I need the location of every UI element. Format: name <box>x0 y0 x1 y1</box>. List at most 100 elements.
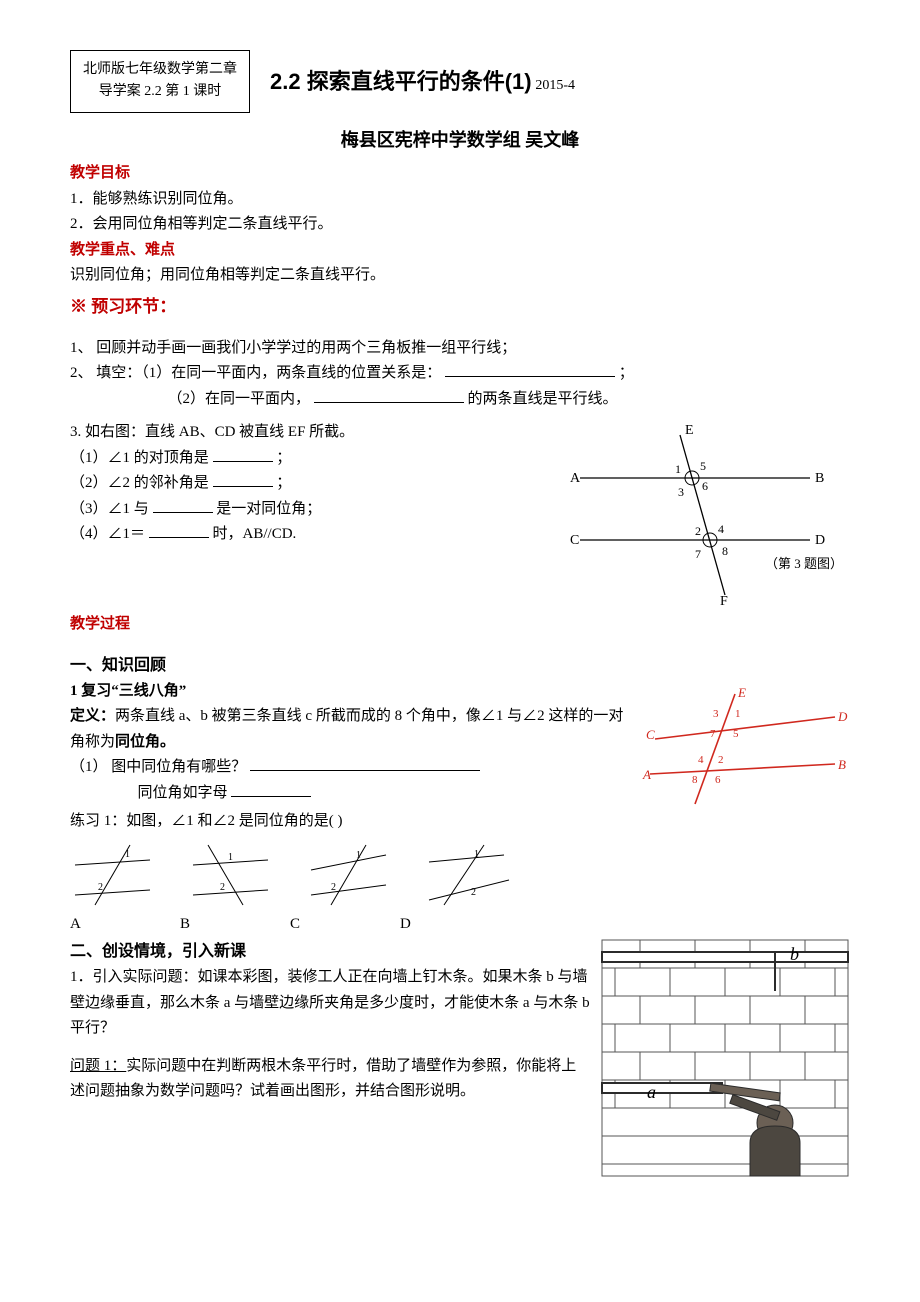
p3-1a: （1）∠1 的对顶角是 <box>70 450 209 466</box>
definition-label: 定义： <box>70 708 115 724</box>
practice-images: 1 2 1 2 1 2 1 2 <box>70 840 850 910</box>
nn8: 8 <box>692 774 698 786</box>
nn1: 1 <box>735 708 741 720</box>
preview-3-row: 3. 如右图：直线 AB、CD 被直线 EF 所截。 （1）∠1 的对顶角是 ；… <box>70 420 850 610</box>
keypoint-text: 识别同位角；用同位角相等判定二条直线平行。 <box>70 263 850 289</box>
svg-text:2: 2 <box>331 882 336 893</box>
p3-4: （4）∠1＝ 时，AB//CD. <box>70 522 540 548</box>
blank-line <box>445 361 615 377</box>
figure-cedab-svg: A B C D E 1 3 7 5 2 4 8 6 <box>640 679 850 809</box>
preview-3-left: 3. 如右图：直线 AB、CD 被直线 EF 所截。 （1）∠1 的对顶角是 ；… <box>70 420 540 548</box>
goal-2: 2．会用同位角相等判定二条直线平行。 <box>70 212 850 238</box>
svg-text:2: 2 <box>220 882 225 893</box>
blank-line <box>213 471 273 487</box>
semicolon: ； <box>619 365 634 381</box>
lbl-D: D <box>815 533 825 548</box>
blank-line <box>213 446 273 462</box>
n5: 5 <box>700 459 706 473</box>
n3: 3 <box>678 485 684 499</box>
nn5: 5 <box>733 728 739 740</box>
lbl-B: B <box>838 757 846 772</box>
label-D: D <box>400 912 510 938</box>
header-box-line2: 导学案 2.2 第 1 课时 <box>83 81 237 103</box>
p3-3a: （3）∠1 与 <box>70 501 149 517</box>
p3-2: （2）∠2 的邻补角是 ； <box>70 471 540 497</box>
figure-cedab: A B C D E 1 3 7 5 2 4 8 6 <box>640 679 850 809</box>
lbl-D: D <box>837 709 848 724</box>
svg-text:1: 1 <box>474 849 479 860</box>
section1-title: 一、知识回顾 <box>70 652 850 679</box>
p3-1b: ； <box>276 450 291 466</box>
p3-2a: （2）∠2 的邻补角是 <box>70 475 209 491</box>
main-title: 2.2 探索直线平行的条件(1) <box>270 69 532 94</box>
n6: 6 <box>702 479 708 493</box>
n8: 8 <box>722 544 728 558</box>
lbl-E: E <box>737 685 746 700</box>
p3-3: （3）∠1 与 是一对同位角； <box>70 497 540 523</box>
date-tag: 2015-4 <box>535 78 575 93</box>
p3-2b: ； <box>276 475 291 491</box>
preview-2b-text: （2）在同一平面内， <box>168 391 311 407</box>
lbl-A: A <box>570 471 581 486</box>
fig3-caption: （第 3 题图） <box>765 556 843 571</box>
p3-4a: （4）∠1＝ <box>70 526 145 542</box>
practice-fig-c: 1 2 <box>306 840 396 910</box>
keypoint-label: 教学重点、难点 <box>70 238 850 264</box>
title-block: 2.2 探索直线平行的条件(1) 2015-4 <box>270 63 575 100</box>
wall-a: a <box>647 1082 656 1102</box>
blank-line <box>250 755 480 771</box>
section2-left: 二、创设情境，引入新课 1．引入实际问题：如课本彩图，装修工人正在向墙上钉木条。… <box>70 938 590 1105</box>
svg-text:2: 2 <box>471 887 476 898</box>
practice-fig-b: 1 2 <box>188 840 278 910</box>
sec2-q: 问题 1：实际问题中在判断两根木条平行时，借助了墙壁作为参照，你能将上述问题抽象… <box>70 1054 590 1105</box>
goal-1: 1．能够熟练识别同位角。 <box>70 187 850 213</box>
nn7: 7 <box>710 728 716 740</box>
lbl-C: C <box>646 727 655 742</box>
sec2-q-label: 问题 1： <box>70 1058 126 1074</box>
practice1: 练习 1：如图，∠1 和∠2 是同位角的是( ) <box>70 809 850 835</box>
header-row: 北师版七年级数学第二章 导学案 2.2 第 1 课时 2.2 探索直线平行的条件… <box>70 50 850 113</box>
preview-2a: 2、 填空：（1）在同一平面内，两条直线的位置关系是： ； <box>70 361 850 387</box>
p3-1: （1）∠1 的对顶角是 ； <box>70 446 540 472</box>
blank-line <box>149 522 209 538</box>
label-A: A <box>70 912 180 938</box>
p3-3b: 是一对同位角； <box>216 501 321 517</box>
lbl-C: C <box>570 533 579 548</box>
nn2: 2 <box>718 754 724 766</box>
svg-text:1: 1 <box>228 852 233 863</box>
definition-line: 定义：两条直线 a、b 被第三条直线 c 所截而成的 8 个角中，像∠1 与∠2… <box>70 704 630 755</box>
preview-1: 1、 回顾并动手画一画我们小学学过的用两个三角板推一组平行线； <box>70 336 850 362</box>
goal-label: 教学目标 <box>70 161 850 187</box>
q-b-text: 同位角如字母 <box>138 785 228 801</box>
sec2-p1: 1．引入实际问题：如课本彩图，装修工人正在向墙上钉木条。如果木条 b 与墙壁边缘… <box>70 965 590 1042</box>
figure-3: A B C D E F 1 5 6 3 2 4 7 8 （第 3 题图） <box>550 420 850 610</box>
q-tuweijiao-a: （1） 图中同位角有哪些？ <box>70 755 630 781</box>
review-left: 1 复习“三线八角” 定义：两条直线 a、b 被第三条直线 c 所截而成的 8 … <box>70 679 630 807</box>
p3-intro: 3. 如右图：直线 AB、CD 被直线 EF 所截。 <box>70 420 540 446</box>
preview-2b-tail: 的两条直线是平行线。 <box>468 391 618 407</box>
blank-line <box>231 781 311 797</box>
nn4: 4 <box>698 754 704 766</box>
preview-2a-text: 2、 填空：（1）在同一平面内，两条直线的位置关系是： <box>70 365 441 381</box>
wall-svg: a b <box>600 938 850 1178</box>
section2-title: 二、创设情境，引入新课 <box>70 938 590 965</box>
wall-illustration: a b <box>600 938 850 1178</box>
preview-label: ※ 预习环节： <box>70 293 850 322</box>
figure-3-svg: A B C D E F 1 5 6 3 2 4 7 8 （第 3 题图） <box>550 420 850 610</box>
sec2-q-text: 实际问题中在判断两根木条平行时，借助了墙壁作为参照，你能将上述问题抽象为数学问题… <box>70 1058 576 1100</box>
wall-b: b <box>790 944 799 964</box>
lbl-B: B <box>815 471 824 486</box>
nn3: 3 <box>713 708 719 720</box>
process-label: 教学过程 <box>70 612 850 638</box>
definition-bold: 同位角。 <box>115 734 175 750</box>
blank-line <box>153 497 213 513</box>
header-box: 北师版七年级数学第二章 导学案 2.2 第 1 课时 <box>70 50 250 113</box>
svg-text:2: 2 <box>98 882 103 893</box>
svg-text:1: 1 <box>356 850 361 861</box>
n1: 1 <box>675 462 681 476</box>
section2-row: 二、创设情境，引入新课 1．引入实际问题：如课本彩图，装修工人正在向墙上钉木条。… <box>70 938 850 1178</box>
practice-fig-a: 1 2 <box>70 840 160 910</box>
n2: 2 <box>695 524 701 538</box>
q-tuweijiao-b: 同位角如字母 <box>70 781 630 807</box>
nn6: 6 <box>715 774 721 786</box>
